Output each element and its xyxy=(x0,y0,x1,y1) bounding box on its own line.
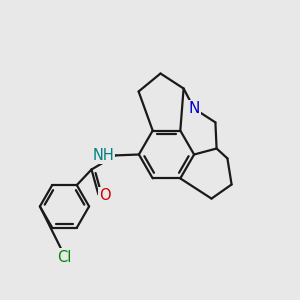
Text: Cl: Cl xyxy=(57,250,72,265)
Text: NH: NH xyxy=(92,148,114,163)
Text: O: O xyxy=(99,188,111,203)
Text: N: N xyxy=(188,101,200,116)
